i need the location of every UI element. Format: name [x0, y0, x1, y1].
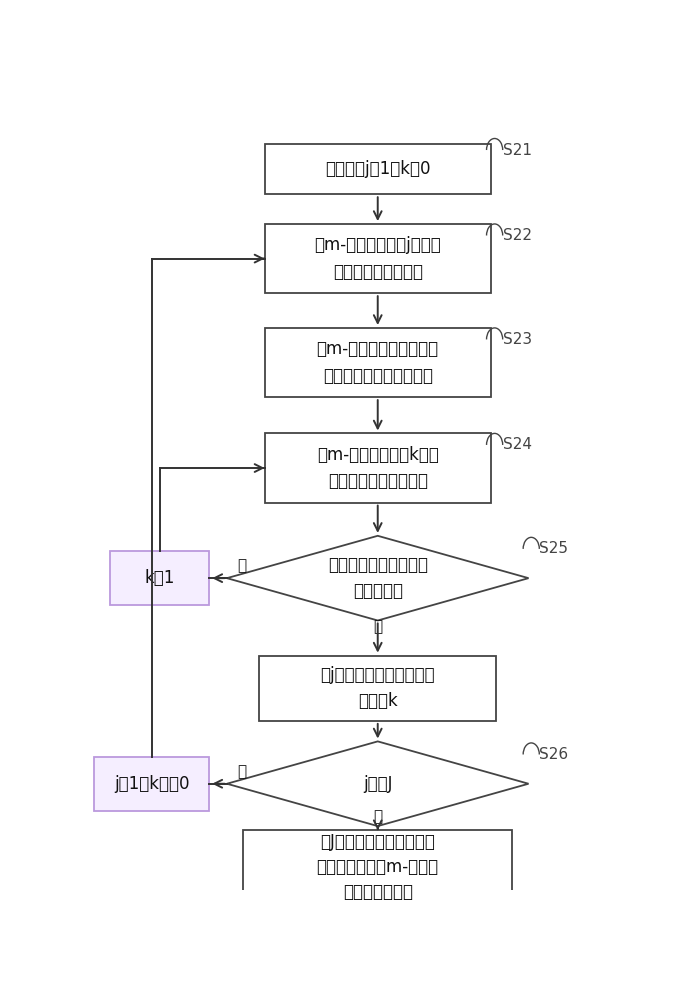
Text: 否: 否 [238, 559, 247, 574]
Text: S23: S23 [502, 332, 532, 347]
FancyBboxPatch shape [265, 144, 491, 194]
FancyBboxPatch shape [243, 830, 512, 903]
Text: j加1，k置为0: j加1，k置为0 [114, 775, 189, 793]
Text: 相乘序列与第二移位后
的序列相等: 相乘序列与第二移位后 的序列相等 [328, 556, 427, 600]
Text: S25: S25 [539, 541, 569, 556]
Text: S22: S22 [502, 228, 532, 243]
Text: 将m-序列与第一移位后的
序列相乘后得到相乘序列: 将m-序列与第一移位后的 序列相乘后得到相乘序列 [317, 340, 439, 385]
Text: 将m-序列循环右移j位后得
到第一移位后的序列: 将m-序列循环右移j位后得 到第一移位后的序列 [314, 236, 441, 281]
Text: 第j个二元核切片对应的位
移量为k: 第j个二元核切片对应的位 移量为k [320, 666, 435, 710]
FancyBboxPatch shape [265, 433, 491, 503]
FancyBboxPatch shape [265, 224, 491, 293]
Text: 否: 否 [238, 764, 247, 779]
FancyBboxPatch shape [259, 656, 496, 721]
Polygon shape [227, 741, 529, 826]
Text: j大于J: j大于J [363, 775, 393, 793]
Text: 将J个核切片对应的位移量
组合起来构成该m-序列所
对应的位移函数: 将J个核切片对应的位移量 组合起来构成该m-序列所 对应的位移函数 [317, 833, 439, 901]
Text: 初始化，j为1，k为0: 初始化，j为1，k为0 [325, 160, 430, 178]
Text: k加1: k加1 [145, 569, 174, 587]
FancyBboxPatch shape [94, 757, 209, 811]
Text: S21: S21 [502, 143, 532, 158]
Polygon shape [227, 536, 529, 620]
Text: 是: 是 [373, 809, 382, 824]
Text: 将m-序列循环右移k位后
得到第二移位后的序列: 将m-序列循环右移k位后 得到第二移位后的序列 [317, 446, 439, 490]
FancyBboxPatch shape [265, 328, 491, 397]
Text: S24: S24 [502, 437, 532, 452]
FancyBboxPatch shape [110, 551, 209, 605]
Text: 是: 是 [373, 619, 382, 634]
Text: S26: S26 [539, 747, 569, 762]
